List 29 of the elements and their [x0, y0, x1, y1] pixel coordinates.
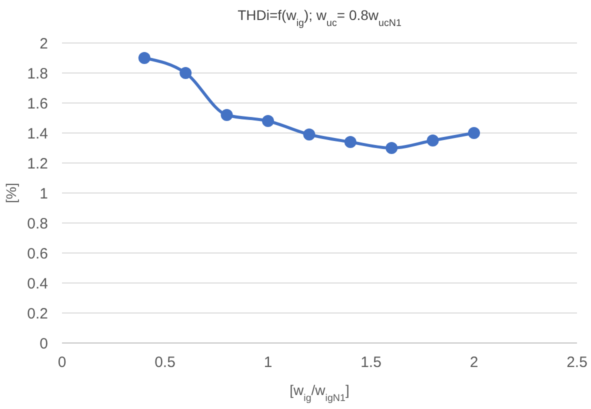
y-tick-label: 0.4 — [27, 275, 48, 292]
point — [386, 142, 398, 154]
point — [180, 67, 192, 79]
point — [426, 134, 439, 146]
chart-title: THDi=f(w$_{ig}$); w$_{uc}$= 0.8w$_{ucN1}$ — [238, 7, 402, 28]
y-tick-label: 1.2 — [27, 155, 48, 172]
y-tick-label: 0.6 — [27, 245, 48, 262]
y-axis-title: [%] — [3, 182, 19, 204]
point — [262, 115, 274, 127]
point — [344, 136, 356, 148]
y-tick-label: 2 — [40, 35, 48, 52]
x-axis-title: [w$_{ig}$/w$_{igN1}$] — [290, 382, 350, 404]
x-tick-label: 1.5 — [360, 354, 382, 371]
y-tick-label: 1 — [40, 185, 48, 202]
x-tick-label: 1 — [264, 354, 272, 371]
y-tick-label: 0 — [40, 335, 48, 352]
x-tick-label: 2 — [470, 354, 478, 371]
y-tick-label: 1.6 — [27, 95, 48, 112]
y-tick-label: 1.8 — [27, 65, 48, 82]
x-tick-label: 2.5 — [566, 354, 588, 371]
x-tick-label: 0 — [58, 354, 66, 371]
x-tick-label: 0.5 — [154, 354, 176, 371]
point — [138, 52, 150, 64]
point — [303, 128, 316, 140]
y-tick-label: 0.8 — [27, 215, 48, 232]
y-tick-label: 0.2 — [27, 305, 48, 322]
y-tick-label: 1.4 — [27, 125, 48, 142]
point — [220, 109, 233, 121]
point — [468, 127, 480, 139]
